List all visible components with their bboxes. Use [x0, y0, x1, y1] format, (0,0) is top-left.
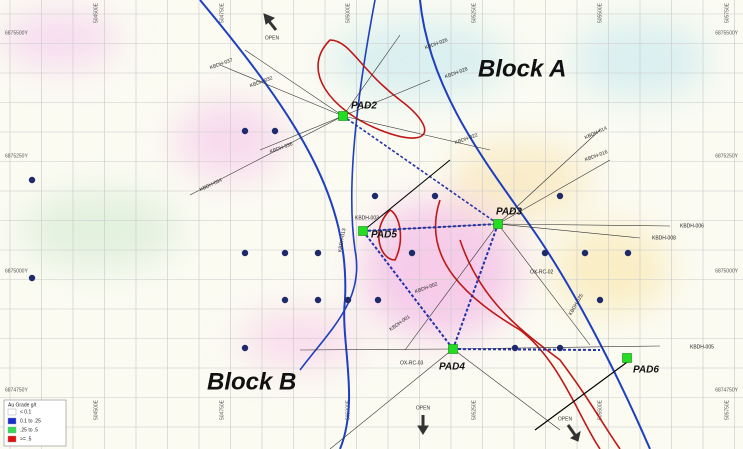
coordinate-label: 6875250Y — [715, 153, 738, 159]
pad-label: PAD4 — [439, 362, 465, 373]
drill-collar — [581, 249, 589, 257]
coordinate-label: 504750E — [219, 2, 225, 23]
drill-hole-label: KBDH-013 — [337, 228, 347, 253]
pad-marker — [338, 111, 348, 121]
drill-collar — [541, 249, 549, 257]
drill-collar — [596, 296, 604, 304]
drill-hole-label: KBDH-006 — [680, 223, 704, 229]
drill-collar — [408, 249, 416, 257]
pad-label: PAD2 — [351, 101, 377, 112]
coordinate-label: 505250E — [471, 2, 477, 23]
drill-collar — [511, 344, 519, 352]
pad-marker — [622, 353, 632, 363]
drill-hole-label: KBDH-005 — [690, 344, 714, 350]
drill-collar — [241, 344, 249, 352]
coordinate-label: 6875500Y — [5, 30, 28, 36]
pad-marker — [448, 344, 458, 354]
collars — [28, 127, 632, 352]
drill-collar — [371, 192, 379, 200]
legend-label: .25 to .5 — [20, 427, 38, 433]
legend-label: 0.1 to .25 — [20, 418, 41, 424]
coordinate-label: 505750E — [724, 399, 730, 420]
coordinate-label: 505250E — [471, 399, 477, 420]
legend-label: < 0.1 — [20, 409, 31, 415]
coordinate-label: 505000E — [345, 2, 351, 23]
pad-marker — [358, 226, 368, 236]
drill-collar — [314, 249, 322, 257]
coordinate-label: 6874750Y — [5, 387, 28, 393]
drill-collar — [556, 192, 564, 200]
legend-title: Au Grade g/t — [8, 402, 37, 408]
block-label: Block A — [478, 55, 566, 82]
legend: Au Grade g/t< 0.1 0.1 to .25 .25 to .5 >= .… — [3, 399, 67, 447]
drill-traces — [189, 34, 671, 449]
coordinate-label: 505750E — [724, 2, 730, 23]
drill-collar — [556, 344, 564, 352]
coordinate-label: 6875000Y — [5, 268, 28, 274]
coordinate-label: 6875250Y — [5, 153, 28, 159]
drill-hole-label: KBDH-008 — [652, 235, 676, 241]
coordinate-label: 6875500Y — [715, 30, 738, 36]
legend-label: >= .5 — [20, 436, 32, 442]
open-label: OPEN — [558, 416, 573, 422]
legend-swatch — [7, 435, 17, 443]
drill-collar — [241, 127, 249, 135]
drill-collar — [28, 176, 36, 184]
coordinate-label: 505500E — [597, 2, 603, 23]
legend-swatch — [7, 426, 17, 434]
drill-collar — [271, 127, 279, 135]
drill-collar — [431, 192, 439, 200]
coordinate-label: 504500E — [93, 399, 99, 420]
coordinate-label: 504750E — [219, 399, 225, 420]
drill-hole-label: KBDH-003 — [355, 215, 379, 221]
pad-label: PAD3 — [496, 207, 522, 218]
drill-collar — [624, 249, 632, 257]
arrows — [263, 13, 581, 442]
pad-label: PAD5 — [371, 230, 397, 241]
drill-hole-label: OX-RC-02 — [530, 269, 554, 275]
drill-collar — [28, 274, 36, 282]
coordinate-label: 504500E — [93, 2, 99, 23]
pad-marker — [493, 219, 503, 229]
drill-hole-label: OX-RC-03 — [400, 360, 424, 366]
drill-collar — [281, 296, 289, 304]
block-label: Block B — [207, 368, 296, 395]
drill-collar — [281, 249, 289, 257]
coordinate-label: 505500E — [597, 399, 603, 420]
drill-collar — [241, 249, 249, 257]
legend-swatch — [7, 417, 17, 425]
drill-collar — [314, 296, 322, 304]
legend-swatch — [7, 408, 17, 416]
coordinate-label: 6875000Y — [715, 268, 738, 274]
contours — [199, 0, 651, 449]
coordinate-label: 6874750Y — [715, 387, 738, 393]
pad-label: PAD6 — [633, 365, 659, 376]
drill-collar — [374, 296, 382, 304]
open-label: OPEN — [265, 35, 280, 41]
drill-collar — [344, 296, 352, 304]
open-label: OPEN — [416, 405, 431, 411]
